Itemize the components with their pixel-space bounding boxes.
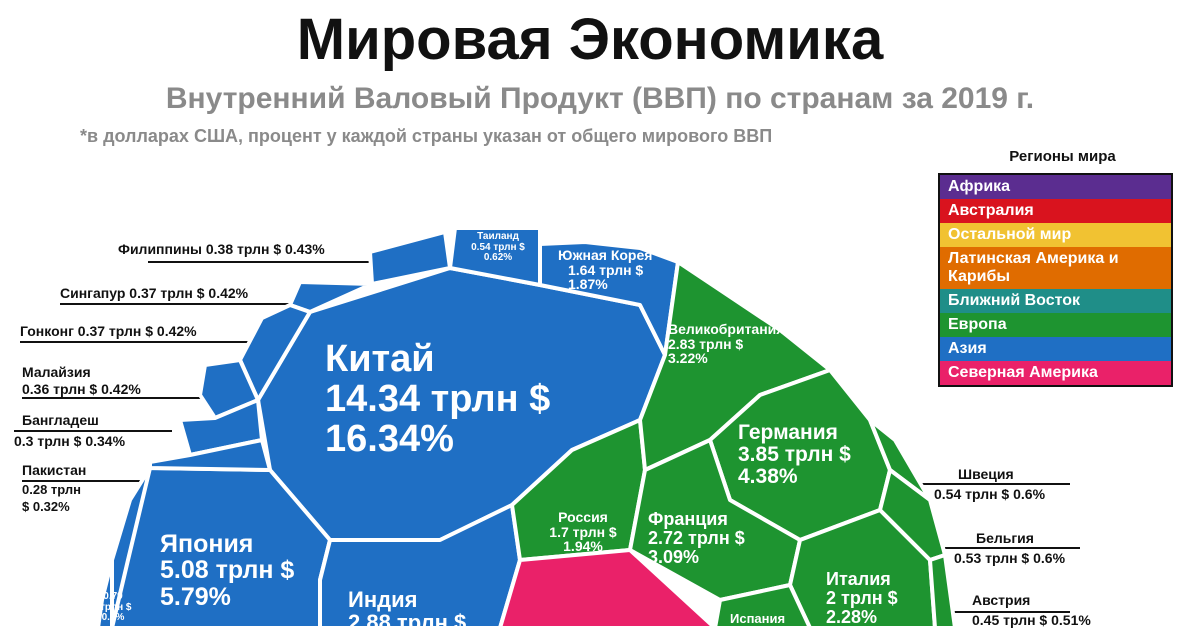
thailand-value: 0.54 трлн $ (471, 241, 525, 253)
cell-belgium (878, 468, 947, 562)
china-percent: 16.34% (325, 417, 454, 460)
russia-percent: 1.94% (563, 538, 603, 555)
italy-label: Италия 2 трлн $ 2.28% (826, 570, 898, 627)
label-malaysia-value: 0.36 трлн $ 0.42% (22, 381, 141, 397)
thailand-percent: 0.62% (483, 252, 513, 263)
legend-item-north-america: Северная Америка (940, 361, 1171, 385)
japan-name: Япония (160, 530, 254, 558)
germany-value: 3.85 трлн $ (738, 443, 851, 467)
label-austria-value: 0.45 трлн $ 0.51% (972, 612, 1091, 628)
uk-percent: 3.22% (668, 350, 708, 367)
thailand-label: Таиланд 0.54 трлн $ 0.62% (458, 231, 538, 264)
label-malaysia-name: Малайзия (22, 364, 91, 380)
spain-label: Испания (730, 611, 786, 626)
legend-item-middle-east: Ближний Восток (940, 289, 1171, 313)
cell-hongkong (238, 303, 312, 402)
label-sweden-value: 0.54 трлн $ 0.6% (934, 486, 1046, 502)
label-belgium-name: Бельгия (976, 530, 1034, 546)
legend-list: Африка Австралия Остальной мир Латинская… (938, 173, 1173, 387)
russia-value: 1.7 трлн $ (549, 523, 617, 540)
leader-lines (14, 261, 1080, 613)
label-pakistan-name: Пакистан (22, 462, 87, 478)
france-percent: 3.09% (648, 546, 700, 567)
chart-subtitle: Внутренний Валовый Продукт (ВВП) по стра… (165, 82, 1035, 115)
north-america-cells (498, 548, 717, 628)
russia-name: Россия (558, 509, 608, 525)
italy-value: 2 трлн $ (826, 587, 898, 608)
thailand-name: Таиланд (477, 231, 519, 242)
small-asia-percent: 0.9% (101, 612, 125, 623)
chart-title: Мировая Экономика (296, 7, 884, 72)
cell-north-america (498, 548, 717, 628)
label-pakistan: Пакистан 0.28 трлн $ 0.32% (22, 462, 86, 515)
uk-label: Великобритания 2.83 трлн $ 3.22% (668, 322, 784, 366)
label-austria-name: Австрия (972, 592, 1031, 608)
china-label: Китай 14.34 трлн $ 16.34% (325, 338, 551, 460)
legend-item-asia: Азия (940, 337, 1171, 361)
legend-item-europe: Европа (940, 313, 1171, 337)
uk-value: 2.83 трлн $ (668, 335, 744, 352)
label-philippines: Филиппины 0.38 трлн $ 0.43% (118, 241, 325, 257)
label-bangladesh: Бангладеш 0.3 трлн $ 0.34% (14, 412, 125, 450)
india-name: Индия (348, 587, 418, 612)
france-label: Франция 2.72 трлн $ 3.09% (648, 510, 745, 567)
small-asia-value: 0.79 (103, 591, 123, 602)
france-value: 2.72 трлн $ (648, 527, 745, 548)
europe-cells (510, 260, 957, 628)
legend-item-rest-of-world: Остальной мир (940, 223, 1171, 247)
italy-name: Италия (826, 569, 891, 589)
label-sweden-name: Швеция (958, 466, 1014, 482)
japan-label: Япония 5.08 трлн $ 5.79% (160, 531, 294, 610)
japan-percent: 5.79% (160, 582, 231, 611)
small-asia-label: 0.79 трлн $ 0.9% (100, 591, 132, 624)
cell-thailand (448, 226, 542, 287)
label-bangladesh-value: 0.3 трлн $ 0.34% (14, 433, 126, 449)
south-korea-percent: 1.87% (568, 276, 608, 293)
label-belgium-value: 0.53 трлн $ 0.6% (954, 550, 1066, 566)
legend-item-latin-america: Латинская Америка и Карибы (940, 247, 1171, 289)
legend-title: Регионы мира (1009, 148, 1116, 165)
india-label: Индия 2.88 трлн $ (348, 588, 466, 634)
india-value: 2.88 трлн $ (348, 610, 467, 635)
label-sweden: Швеция 0.54 трлн $ 0.6% (934, 466, 1045, 503)
legend-item-australia: Австралия (940, 199, 1171, 223)
italy-percent: 2.28% (826, 606, 878, 627)
label-singapore: Сингапур 0.37 трлн $ 0.42% (60, 285, 249, 301)
legend-item-africa: Африка (940, 175, 1171, 199)
label-hongkong: Гонконг 0.37 трлн $ 0.42% (20, 323, 197, 339)
chart-note: *в долларах США, процент у каждой страны… (80, 126, 773, 146)
south-korea-label: Южная Корея 1.64 трлн $ 1.87% (558, 248, 652, 292)
asia-cells (96, 226, 680, 628)
small-asia-unit: трлн $ (100, 601, 132, 613)
china-value: 14.34 трлн $ (325, 377, 551, 420)
label-pakistan-percent: $ 0.32% (22, 499, 70, 514)
label-malaysia: Малайзия 0.36 трлн $ 0.42% (22, 364, 141, 398)
label-bangladesh-name: Бангладеш (22, 412, 99, 428)
germany-label: Германия 3.85 трлн $ 4.38% (738, 421, 851, 489)
uk-name: Великобритания (668, 321, 785, 337)
cell-austria (928, 553, 957, 628)
germany-percent: 4.38% (738, 465, 798, 489)
cell-philippines (368, 230, 452, 286)
japan-value: 5.08 трлн $ (160, 556, 295, 585)
germany-name: Германия (738, 421, 838, 444)
legend: Регионы мира Африка Австралия Остальной … (938, 148, 1173, 387)
south-korea-value: 1.64 трлн $ (568, 261, 644, 278)
label-belgium: Бельгия 0.53 трлн $ 0.6% (954, 530, 1065, 567)
china-name: Китай (325, 338, 435, 380)
cell-bangladesh (178, 398, 264, 457)
label-austria: Австрия 0.45 трлн $ 0.51% (972, 592, 1091, 629)
france-name: Франция (648, 509, 728, 529)
south-korea-name: Южная Корея (558, 247, 653, 263)
cell-spain (713, 583, 812, 628)
label-pakistan-value: 0.28 трлн (22, 482, 82, 497)
cell-small-asia-2 (96, 558, 114, 628)
russia-label: Россия 1.7 трлн $ 1.94% (540, 510, 626, 554)
